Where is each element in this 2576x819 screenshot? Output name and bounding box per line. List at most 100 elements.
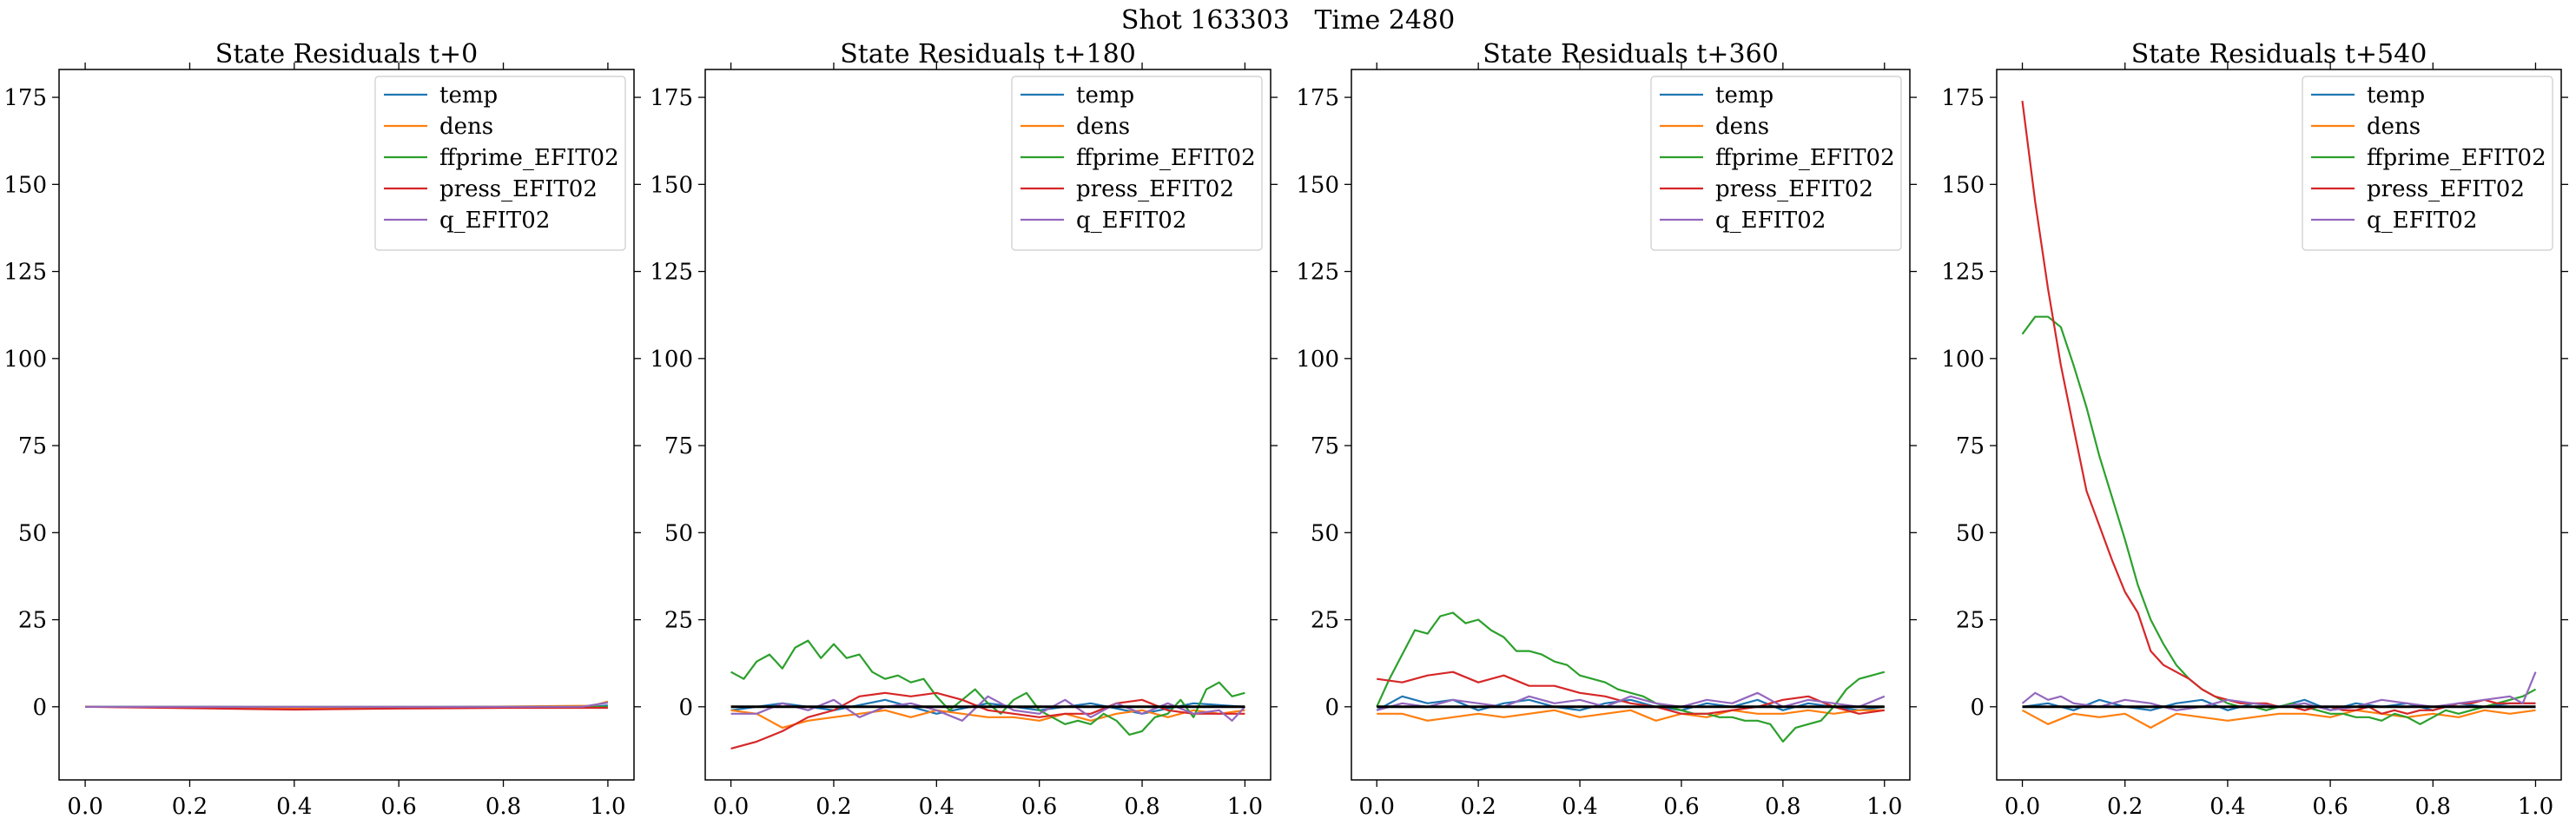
series-line-ffprime_EFIT02 <box>1376 611 1886 743</box>
legend-label-press_EFIT02: press_EFIT02 <box>439 176 598 202</box>
legend-label-temp: temp <box>439 83 498 109</box>
y-tick-label: 150 <box>3 172 47 198</box>
series-line-q_EFIT02 <box>1376 691 1886 711</box>
x-tick-label: 0.4 <box>1562 794 1597 819</box>
x-tick-label: 0.0 <box>2005 794 2040 819</box>
legend-label-ffprime_EFIT02: ffprime_EFIT02 <box>1076 145 1256 171</box>
axes-frame <box>58 69 635 781</box>
y-tick-label: 150 <box>1941 172 1985 198</box>
x-tick-label: 0.2 <box>2107 794 2143 819</box>
y-tick-label: 100 <box>1941 347 1985 373</box>
panel-1: State Residuals t+0 0 25 50 75 100 125 150 175 0.… <box>3 39 641 819</box>
series-line-q_EFIT02 <box>2021 671 2537 711</box>
x-tick-label: 0.8 <box>2415 794 2451 819</box>
legend-label-ffprime_EFIT02: ffprime_EFIT02 <box>1715 145 1895 171</box>
legend-label-q_EFIT02: q_EFIT02 <box>439 208 550 234</box>
legend-box <box>1011 76 1263 251</box>
y-tick-label: 50 <box>664 520 693 546</box>
figure-suptitle: Shot 163303 Time 2480 <box>1121 5 1455 36</box>
y-tick-label: 175 <box>1941 85 1985 111</box>
y-tick-label: 25 <box>1956 608 1985 634</box>
y-tick-label: 75 <box>1956 433 1985 459</box>
series-group <box>1376 611 1886 743</box>
y-tick-label: 75 <box>18 433 47 459</box>
legend-box <box>2302 76 2553 251</box>
legend-box <box>1650 76 1902 251</box>
x-tick-label: 0.4 <box>919 794 954 819</box>
y-tick-label: 100 <box>3 347 47 373</box>
series-line-dens <box>1377 709 1885 722</box>
y-tick-label: 175 <box>650 85 693 111</box>
series-line-press_EFIT02 <box>85 705 608 711</box>
y-tick-label: 125 <box>650 260 693 286</box>
y-tick-label: 50 <box>1311 520 1339 546</box>
series-group <box>730 639 1246 750</box>
y-tick-label: 125 <box>1941 260 1985 286</box>
legend-label-temp: temp <box>2367 83 2425 109</box>
axes-frame <box>1351 69 1911 781</box>
y-tick-label: 100 <box>1296 347 1339 373</box>
y-tick-label: 25 <box>1311 608 1339 634</box>
legend: temp dens ffprime_EFIT02 press_EFIT02 q_EFIT… <box>374 76 626 251</box>
legend-label-dens: dens <box>439 114 493 140</box>
y-tick-label: 50 <box>1956 520 1985 546</box>
y-tick-label: 100 <box>650 347 693 373</box>
x-tick-label: 0.6 <box>381 794 417 819</box>
y-tick-label: 125 <box>1296 260 1339 286</box>
axes-frame <box>1996 69 2562 781</box>
legend-label-dens: dens <box>1715 114 1769 140</box>
x-tick-label: 0.8 <box>1124 794 1159 819</box>
legend-label-press_EFIT02: press_EFIT02 <box>1076 176 1234 202</box>
axes-frame <box>704 69 1271 781</box>
x-tick-label: 0.2 <box>1460 794 1496 819</box>
y-tick-label: 125 <box>3 260 47 286</box>
series-group <box>85 700 609 711</box>
y-tick-label: 0 <box>1970 695 1985 721</box>
y-tick-label: 150 <box>1296 172 1339 198</box>
series-line-temp <box>2022 698 2536 711</box>
legend-label-press_EFIT02: press_EFIT02 <box>2367 176 2525 202</box>
series-line-ffprime_EFIT02 <box>2021 315 2537 725</box>
legend-label-temp: temp <box>1715 83 1773 109</box>
panel-title: State Residuals t+540 <box>2131 39 2427 69</box>
legend: temp dens ffprime_EFIT02 press_EFIT02 q_EFIT… <box>1650 76 1902 251</box>
x-tick-label: 0.0 <box>713 794 749 819</box>
y-tick-label: 75 <box>664 433 693 459</box>
legend-label-ffprime_EFIT02: ffprime_EFIT02 <box>2367 145 2546 171</box>
x-tick-label: 1.0 <box>590 794 625 819</box>
y-tick-label: 175 <box>3 85 47 111</box>
legend-label-temp: temp <box>1076 83 1134 109</box>
x-tick-label: 1.0 <box>1866 794 1902 819</box>
legend-label-q_EFIT02: q_EFIT02 <box>1076 208 1186 234</box>
y-tick-label: 0 <box>32 695 47 721</box>
series-line-q_EFIT02 <box>730 695 1246 722</box>
series-line-dens <box>730 709 1245 730</box>
x-tick-label: 1.0 <box>1227 794 1263 819</box>
legend-label-q_EFIT02: q_EFIT02 <box>2367 208 2477 234</box>
x-tick-label: 0.2 <box>172 794 208 819</box>
x-tick-label: 0.6 <box>1021 794 1057 819</box>
legend-label-q_EFIT02: q_EFIT02 <box>1715 208 1826 234</box>
y-tick-label: 0 <box>1324 695 1339 721</box>
panel-title: State Residuals t+360 <box>1483 39 1779 69</box>
x-tick-label: 0.6 <box>1663 794 1699 819</box>
legend-label-dens: dens <box>2367 114 2421 140</box>
panel-title: State Residuals t+180 <box>840 39 1136 69</box>
panel-3: State Residuals t+360 0 25 50 75 100 125 150 175… <box>1296 39 1917 819</box>
x-tick-label: 0.4 <box>2209 794 2245 819</box>
y-tick-label: 150 <box>650 172 693 198</box>
legend-label-dens: dens <box>1076 114 1130 140</box>
series-group <box>2021 100 2537 730</box>
panel-4: State Residuals t+540 0 25 50 75 100 125 150 175… <box>1941 39 2568 819</box>
x-tick-label: 1.0 <box>2518 794 2553 819</box>
panel-2: State Residuals t+180 0 25 50 75 100 125 150 175… <box>650 39 1278 819</box>
series-line-q_EFIT02 <box>85 701 609 708</box>
y-tick-label: 25 <box>664 608 693 634</box>
x-tick-label: 0.8 <box>485 794 521 819</box>
x-tick-label: 0.0 <box>1359 794 1395 819</box>
y-tick-label: 50 <box>18 520 47 546</box>
panel-title: State Residuals t+0 <box>215 39 478 69</box>
legend-box <box>374 76 626 251</box>
x-tick-label: 0.6 <box>2312 794 2348 819</box>
